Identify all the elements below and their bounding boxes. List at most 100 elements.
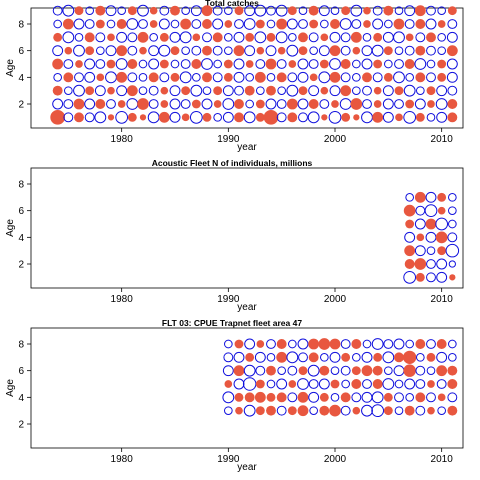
residual-bubble-negative — [74, 112, 84, 123]
residual-bubble-positive — [276, 59, 287, 69]
residual-bubble-positive — [362, 379, 372, 389]
residual-bubble-negative — [373, 32, 383, 42]
residual-bubble-positive — [170, 59, 180, 69]
residual-bubble-negative — [234, 99, 244, 109]
residual-bubble-negative — [149, 20, 158, 28]
residual-bubble-positive — [414, 98, 426, 110]
residual-bubble-positive — [403, 270, 417, 284]
residual-bubble-positive — [62, 31, 75, 44]
residual-bubble-negative — [341, 352, 351, 362]
x-axis-label: year — [237, 142, 257, 153]
residual-bubble-positive — [63, 99, 74, 109]
residual-bubble-positive — [426, 366, 436, 375]
residual-bubble-negative — [62, 18, 74, 30]
residual-bubble-positive — [127, 45, 138, 56]
residual-bubble-negative — [96, 73, 105, 82]
residual-bubble-positive — [352, 59, 361, 69]
residual-bubble-positive — [340, 32, 351, 43]
residual-bubble-negative — [95, 99, 106, 109]
residual-bubble-positive — [403, 84, 416, 97]
y-axis-label: Age — [5, 219, 16, 237]
residual-bubble-negative — [139, 114, 147, 121]
residual-bubble-positive — [330, 366, 340, 375]
residual-bubble-positive — [105, 71, 117, 84]
residual-bubble-negative — [245, 32, 255, 42]
residual-bubble-negative — [427, 100, 435, 108]
residual-bubble-negative — [308, 5, 319, 16]
residual-bubble-positive — [318, 378, 330, 390]
residual-bubble-negative — [414, 5, 426, 17]
residual-bubble-positive — [382, 85, 394, 97]
residual-bubble-positive — [53, 73, 62, 82]
residual-bubble-positive — [404, 45, 415, 56]
x-tick-label: 2000 — [324, 454, 347, 465]
residual-bubble-positive — [158, 44, 171, 57]
residual-bubble-positive — [426, 113, 436, 122]
residual-bubble-negative — [266, 392, 276, 402]
residual-bubble-positive — [329, 351, 341, 363]
residual-bubble-negative — [404, 259, 415, 269]
residual-bubble-negative — [95, 5, 106, 16]
residual-bubble-positive — [64, 86, 73, 95]
residual-bubble-negative — [191, 59, 202, 69]
residual-bubble-positive — [266, 5, 276, 16]
residual-bubble-positive — [84, 19, 95, 29]
plot-frame — [30, 7, 464, 129]
residual-bubble-negative — [298, 86, 308, 96]
residual-bubble-positive — [234, 85, 244, 96]
residual-bubble-negative — [329, 338, 341, 350]
residual-bubble-positive — [277, 366, 286, 375]
residual-bubble-negative — [235, 406, 243, 415]
residual-bubble-positive — [117, 6, 126, 15]
residual-bubble-negative — [286, 98, 298, 110]
residual-bubble-negative — [202, 19, 212, 29]
residual-bubble-positive — [448, 260, 456, 268]
residual-bubble-positive — [361, 351, 373, 363]
residual-bubble-positive — [394, 6, 404, 15]
residual-bubble-negative — [159, 32, 169, 42]
residual-bubble-positive — [213, 59, 222, 69]
residual-bubble-positive — [436, 111, 448, 123]
y-tick-label: 4 — [18, 393, 24, 404]
residual-bubble-positive — [447, 19, 458, 29]
residual-bubble-positive — [115, 110, 129, 124]
residual-bubble-negative — [181, 113, 190, 122]
residual-bubble-negative — [288, 60, 297, 68]
residual-bubble-negative — [393, 18, 405, 30]
residual-bubble-positive — [361, 111, 373, 124]
residual-bubble-negative — [405, 219, 415, 229]
residual-bubble-positive — [425, 231, 437, 243]
residual-bubble-negative — [319, 59, 329, 69]
x-tick-label: 1990 — [217, 294, 240, 305]
residual-bubble-positive — [126, 18, 139, 30]
residual-bubble-positive — [74, 72, 84, 83]
residual-bubble-positive — [265, 45, 277, 57]
y-tick-label: 6 — [18, 46, 24, 57]
residual-bubble-positive — [63, 112, 74, 123]
residual-bubble-positive — [339, 98, 352, 110]
residual-bubble-negative — [266, 85, 276, 96]
x-tick-label: 1990 — [217, 454, 240, 465]
residual-bubble-negative — [127, 59, 138, 69]
residual-bubble-negative — [276, 339, 287, 349]
residual-bubble-positive — [415, 405, 426, 416]
x-tick-label: 2010 — [431, 454, 454, 465]
residual-bubble-negative — [353, 114, 360, 121]
residual-bubble-positive — [190, 5, 202, 17]
residual-bubble-positive — [138, 19, 148, 29]
residual-bubble-negative — [372, 365, 383, 376]
residual-bubble-negative — [52, 85, 63, 96]
residual-bubble-negative — [287, 112, 298, 123]
residual-bubble-positive — [94, 85, 106, 97]
residual-bubble-positive — [265, 98, 277, 110]
residual-bubble-negative — [362, 72, 372, 83]
x-tick-label: 2000 — [324, 294, 347, 305]
residual-bubble-negative — [403, 364, 416, 377]
residual-bubble-negative — [245, 352, 255, 362]
residual-bubble-positive — [340, 45, 351, 56]
residual-bubble-positive — [169, 85, 181, 97]
residual-bubble-positive — [192, 73, 201, 82]
residual-bubble-negative — [383, 46, 393, 56]
residual-bubble-negative — [383, 5, 394, 16]
residual-bubble-positive — [95, 32, 106, 43]
